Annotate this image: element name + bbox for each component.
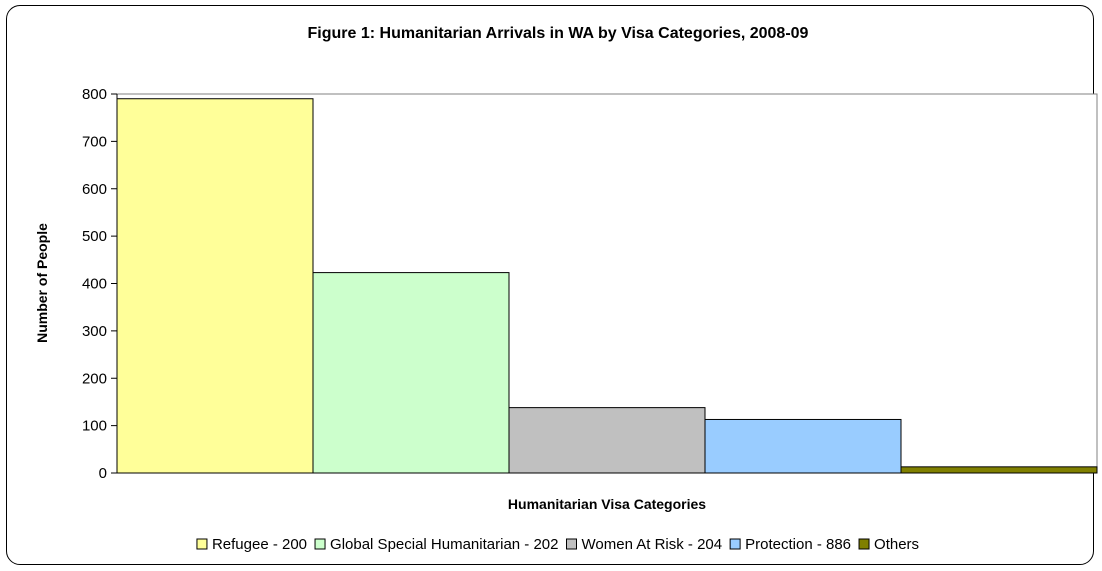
y-tick-label: 500 <box>82 228 107 245</box>
bar-1 <box>312 272 510 474</box>
chart-title: Figure 1: Humanitarian Arrivals in WA by… <box>308 25 809 42</box>
legend-label-0: Refugee - 200 <box>212 536 307 553</box>
y-axis-label: Number of People <box>34 223 50 343</box>
legend-swatch-0 <box>196 538 208 550</box>
legend: Refugee - 200 Global Special Humanitarian… <box>196 536 919 553</box>
legend-swatch-2 <box>566 538 577 550</box>
y-tick-label: 300 <box>82 323 107 340</box>
y-tick-label: 0 <box>99 465 107 482</box>
legend-label-1: Global Special Humanitarian - 202 <box>330 536 558 553</box>
legend-label-4: Others <box>874 536 919 553</box>
x-axis-label: Humanitarian Visa Categories <box>508 496 706 512</box>
legend-label-3: Protection - 886 <box>745 536 851 553</box>
y-tick-label: 400 <box>82 276 107 293</box>
legend-label-2: Women At Risk - 204 <box>582 536 723 553</box>
legend-swatch-1 <box>314 538 326 550</box>
bar-0 <box>116 98 314 474</box>
y-tick-label: 100 <box>82 418 107 435</box>
y-tick-label: 200 <box>82 370 107 387</box>
y-tick-label: 800 <box>82 86 107 103</box>
legend-swatch-4 <box>858 538 870 550</box>
y-tick-label: 700 <box>82 133 107 150</box>
bar-3 <box>704 418 902 474</box>
bars <box>116 98 1098 474</box>
y-tick-label: 600 <box>82 181 107 198</box>
y-axis: 0 100 200 300 400 500 600 700 800 <box>82 86 117 482</box>
bar-2 <box>508 407 706 474</box>
bar-4 <box>900 466 1098 474</box>
legend-swatch-3 <box>729 538 741 550</box>
